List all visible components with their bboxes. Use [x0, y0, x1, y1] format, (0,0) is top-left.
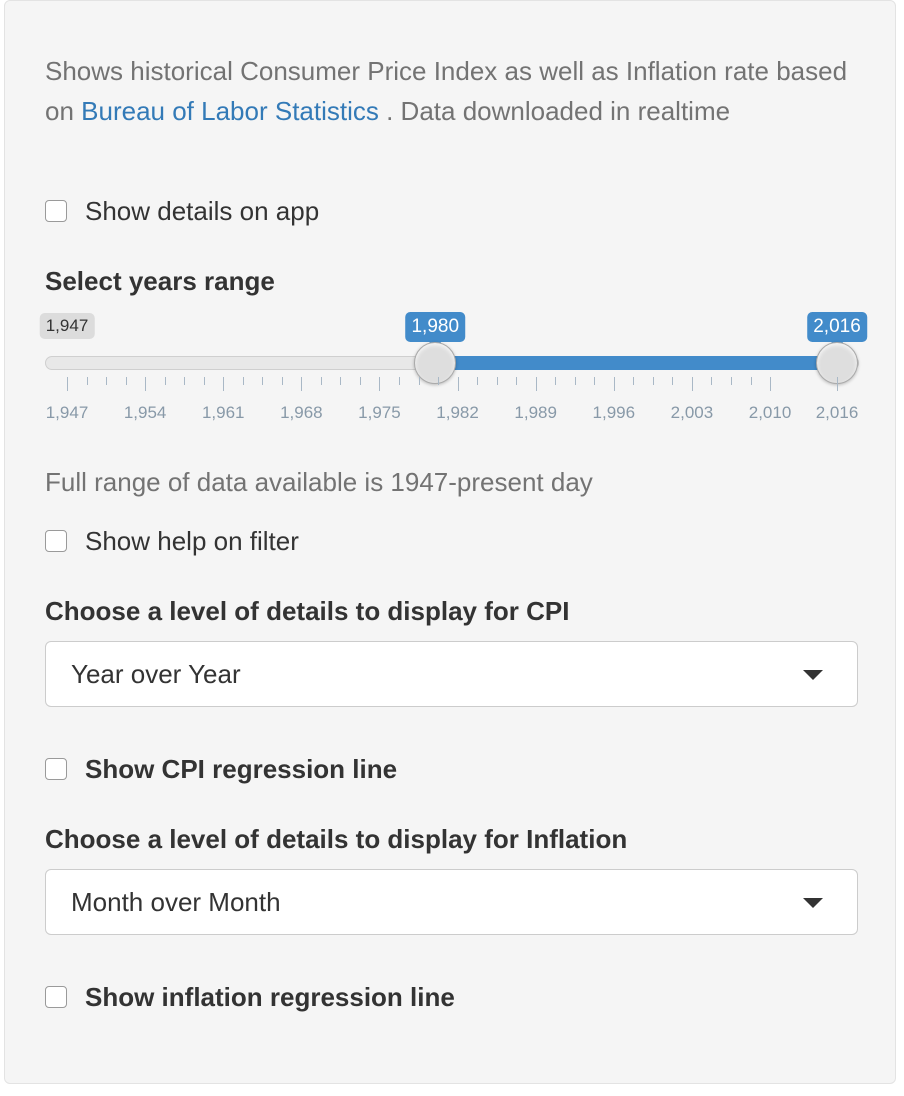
years-range-label: Select years range — [45, 266, 275, 296]
sidebar-panel: Shows historical Consumer Price Index as… — [4, 0, 896, 1084]
slider-tick-major — [535, 377, 537, 391]
slider-tick-minor — [359, 377, 361, 385]
slider-tick-minor — [340, 377, 342, 385]
inflation-detail-select[interactable]: Month over Month — [45, 869, 858, 935]
slider-tick-label: 2,010 — [748, 403, 792, 422]
slider-to-label: 2,016 — [807, 312, 867, 348]
slider-tick-major — [613, 377, 615, 391]
bls-link[interactable]: Bureau of Labor Statistics — [81, 96, 379, 126]
description-text-after: . Data downloaded in realtime — [378, 96, 731, 126]
slider-tick-minor — [398, 377, 400, 385]
years-range-slider[interactable]: 1,947 1,980 2,016 1,947 1,954 1,961 1,968 1,… — [5, 1, 897, 461]
show-details-checkbox-row[interactable]: Show details on app — [45, 191, 319, 231]
slider-from-handle[interactable] — [414, 342, 457, 384]
slider-tick-label: 1,996 — [592, 403, 636, 422]
show-help-label: Show help on filter — [85, 525, 299, 556]
slider-tick-major — [691, 377, 693, 391]
slider-tick-major — [457, 377, 459, 391]
app-description: Shows historical Consumer Price Index as… — [45, 51, 865, 131]
cpi-regression-checkbox[interactable] — [45, 758, 67, 780]
cpi-detail-select[interactable]: Year over Year — [45, 641, 858, 707]
slider-selected-range[interactable] — [435, 356, 837, 370]
slider-tick-minor — [262, 377, 264, 385]
cpi-detail-selected-value: Year over Year — [71, 659, 241, 689]
slider-tick-minor — [672, 377, 674, 385]
slider-tick-label: 1,982 — [436, 403, 479, 422]
show-help-checkbox[interactable] — [45, 530, 67, 552]
slider-tick-minor — [555, 377, 557, 385]
slider-tick-minor — [164, 377, 166, 385]
slider-tick-minor — [242, 377, 244, 385]
slider-tick-major — [145, 377, 147, 391]
cpi-regression-label: Show CPI regression line — [85, 753, 398, 784]
slider-tick-minor — [438, 377, 440, 385]
slider-tick-minor — [203, 377, 205, 385]
inflation-detail-label: Choose a level of details to display for… — [45, 824, 628, 854]
slider-tick-major — [223, 377, 225, 391]
chevron-down-icon — [803, 670, 823, 680]
slider-tick-label: 1,961 — [201, 403, 245, 422]
slider-tick-minor — [594, 377, 596, 385]
show-help-checkbox-row[interactable]: Show help on filter — [45, 521, 299, 561]
slider-tick-label: 2,003 — [670, 403, 714, 422]
slider-tick-minor — [652, 377, 654, 385]
slider-tick-minor — [281, 377, 283, 385]
cpi-detail-label: Choose a level of details to display for… — [45, 596, 570, 626]
description-text-before: Shows historical Consumer Price Index as… — [45, 56, 848, 126]
slider-tick-major — [301, 377, 303, 391]
slider-tick-label: 2,016 — [815, 403, 859, 422]
slider-tick-minor — [106, 377, 108, 385]
slider-tick-major — [379, 377, 381, 391]
slider-tick-major — [837, 377, 838, 391]
slider-min-label: 1,947 — [39, 313, 95, 339]
show-details-label: Show details on app — [85, 195, 320, 226]
inflation-regression-checkbox-row[interactable]: Show inflation regression line — [45, 977, 455, 1017]
slider-tick-minor — [730, 377, 732, 385]
slider-tick-minor — [418, 377, 420, 385]
slider-tick-minor — [86, 377, 88, 385]
show-details-checkbox[interactable] — [45, 200, 67, 222]
inflation-regression-label: Show inflation regression line — [85, 981, 455, 1012]
years-range-help-text: Full range of data available is 1947-pre… — [45, 467, 593, 497]
inflation-detail-selected-value: Month over Month — [71, 887, 281, 917]
chevron-down-icon — [803, 898, 823, 908]
cpi-regression-checkbox-row[interactable]: Show CPI regression line — [45, 749, 397, 789]
inflation-regression-checkbox[interactable] — [45, 986, 67, 1008]
slider-tick-minor — [320, 377, 322, 385]
slider-tick-minor — [711, 377, 713, 385]
slider-tick-minor — [477, 377, 479, 385]
slider-tick-label: 1,989 — [514, 403, 557, 422]
slider-tick-minor — [574, 377, 576, 385]
slider-tick-label: 1,968 — [280, 403, 323, 422]
slider-tick-minor — [496, 377, 498, 385]
slider-tick-label: 1,975 — [358, 403, 401, 422]
slider-from-label: 1,980 — [405, 312, 466, 348]
slider-tick-minor — [750, 377, 752, 385]
slider-tick-label: 1,947 — [45, 403, 89, 422]
slider-tick-minor — [516, 377, 518, 385]
slider-tick-minor — [184, 377, 186, 385]
slider-tick-major — [67, 377, 68, 391]
slider-tick-major — [770, 377, 772, 391]
slider-tick-minor — [125, 377, 127, 385]
slider-tick-label: 1,954 — [123, 403, 167, 422]
slider-tick-minor — [633, 377, 635, 385]
